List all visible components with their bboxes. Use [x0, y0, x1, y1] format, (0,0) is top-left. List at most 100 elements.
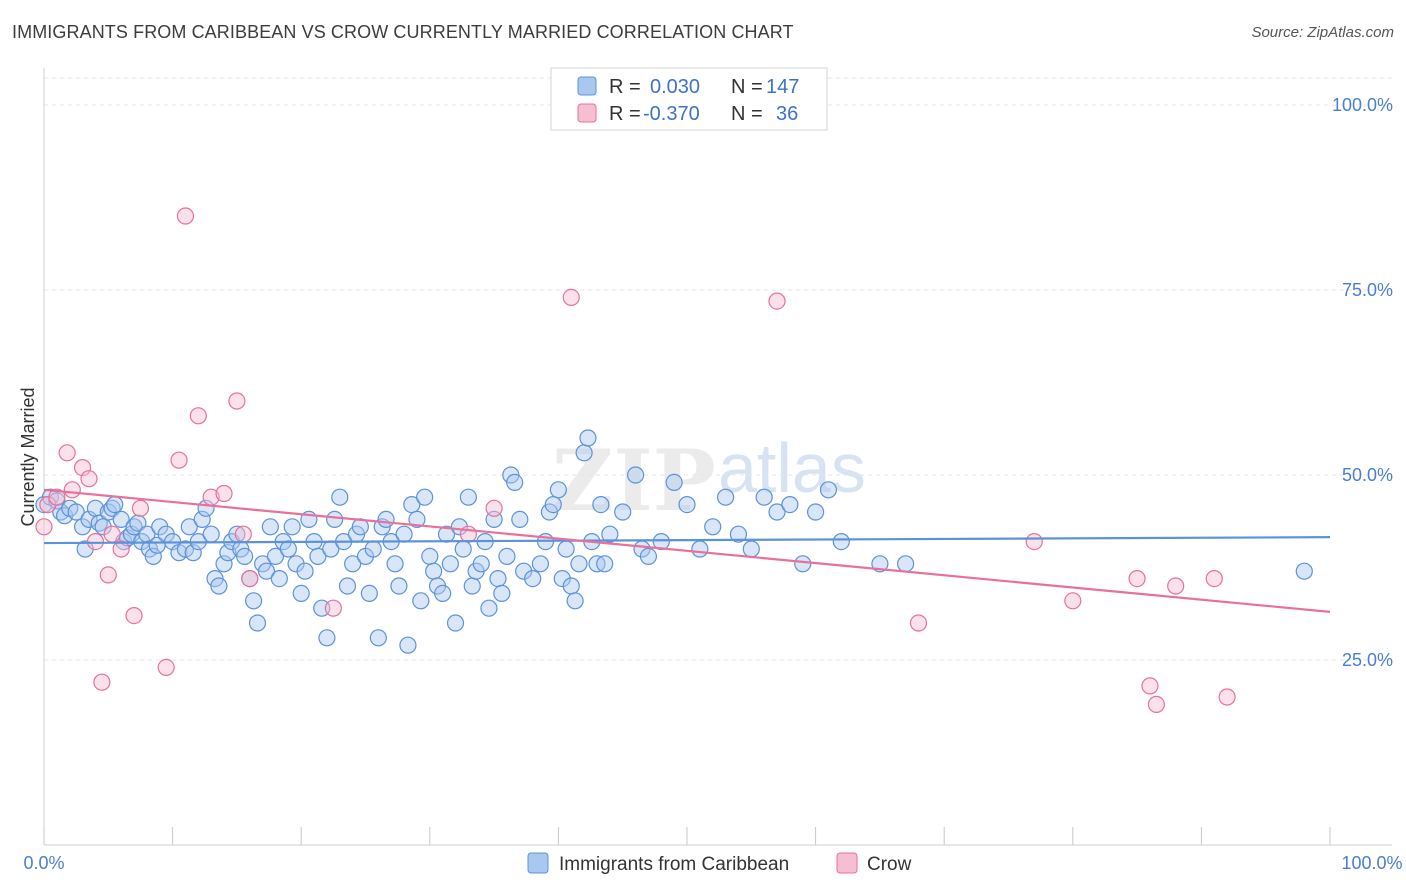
caribbean-point-33 [184, 544, 202, 562]
y-tick-label-100: 100.0% [1332, 95, 1393, 115]
caribbean-point-104 [489, 569, 507, 588]
crow-point-29 [1025, 532, 1043, 551]
caribbean-point-109 [511, 510, 529, 529]
caribbean-point-141 [755, 488, 773, 506]
crow-point-34 [1167, 577, 1185, 595]
caribbean-point-89 [425, 562, 443, 580]
caribbean-point-100 [472, 555, 490, 573]
caribbean-point-51 [261, 518, 279, 536]
caribbean-point-15 [106, 496, 124, 514]
caribbean-point-140 [742, 540, 760, 558]
caribbean-point-118 [557, 540, 575, 558]
stats-r-value-caribbean: 0.030 [650, 76, 700, 98]
crow-point-8 [93, 673, 111, 691]
legend-label-caribbean: Immigrants from Caribbean [559, 854, 789, 875]
stats-n-value-crow: 36 [776, 103, 798, 125]
caribbean-point-69 [338, 577, 357, 595]
caribbean-point-105 [493, 584, 511, 603]
stats-swatch-crow [577, 103, 597, 123]
caribbean-point-47 [245, 592, 263, 610]
caribbean-point-45 [236, 547, 254, 566]
caribbean-point-133 [652, 532, 670, 551]
crow-point-35 [1205, 569, 1223, 588]
caribbean-point-98 [463, 577, 481, 595]
caribbean-point-67 [331, 488, 349, 506]
y-tick-labels: 25.0% 50.0% 75.0% 100.0% [1332, 95, 1393, 670]
caribbean-point-146 [819, 481, 838, 499]
x-tick-label-min: 0.0% [23, 853, 64, 873]
crow-point-4 [63, 481, 81, 499]
crow-point-16 [176, 207, 195, 225]
caribbean-point-102 [480, 599, 498, 617]
caribbean-point-137 [704, 518, 722, 536]
x-tick-label-max: 100.0% [1341, 853, 1402, 873]
caribbean-point-129 [614, 503, 632, 521]
crow-point-26 [562, 288, 580, 306]
caribbean-point-132 [639, 547, 658, 566]
crow-point-2 [48, 488, 66, 506]
crow-point-30 [1064, 592, 1082, 610]
caribbean-point-91 [434, 584, 452, 603]
caribbean-point-59 [296, 562, 314, 580]
stats-n-label-1: N = [731, 76, 763, 98]
caribbean-point-138 [716, 488, 735, 506]
caribbean-point-119 [562, 577, 580, 595]
caribbean-point-135 [678, 496, 696, 514]
caribbean-point-147 [832, 532, 850, 551]
crow-point-13 [131, 499, 150, 517]
crow-point-33 [1147, 695, 1165, 714]
chart-source: Source: ZipAtlas.com [1251, 24, 1394, 41]
caribbean-point-25 [144, 547, 162, 566]
crow-point-31 [1128, 569, 1146, 588]
caribbean-trend-line [43, 536, 1331, 545]
stats-n-value-caribbean: 147 [766, 76, 799, 98]
caribbean-point-142 [768, 503, 786, 521]
caribbean-point-55 [279, 540, 297, 558]
legend-swatch-caribbean [527, 852, 549, 874]
legend-label-crow: Crow [867, 854, 912, 875]
stats-r-label-1: R = [609, 76, 641, 98]
y-tick-label-75: 75.0% [1342, 280, 1393, 300]
caribbean-point-130 [626, 466, 645, 484]
caribbean-point-127 [596, 555, 614, 573]
caribbean-point-21 [129, 514, 147, 532]
caribbean-point-149 [897, 555, 915, 573]
chart-title: IMMIGRANTS FROM CARIBBEAN VS CROW CURREN… [12, 22, 794, 42]
crow-point-3 [58, 444, 76, 462]
caribbean-point-97 [459, 488, 477, 506]
watermark-atlas: atlas [718, 429, 866, 507]
crow-point-27 [768, 292, 786, 310]
crow-point-6 [80, 470, 98, 488]
y-tick-label-25: 25.0% [1342, 650, 1393, 670]
caribbean-point-48 [248, 614, 267, 632]
caribbean-point-134 [665, 473, 683, 491]
caribbean-point-145 [806, 503, 825, 521]
caribbean-point-56 [283, 518, 301, 536]
caribbean-point-87 [416, 488, 434, 506]
stats-n-label-2: N = [731, 103, 763, 125]
caribbean-point-88 [421, 547, 439, 566]
crow-point-7 [86, 532, 105, 551]
crow-point-20 [228, 392, 246, 410]
caribbean-point-81 [390, 577, 408, 595]
caribbean-point-80 [386, 555, 404, 573]
legend-swatch-crow [836, 852, 858, 874]
crow-trend-line [43, 488, 1331, 613]
caribbean-point-35 [193, 510, 211, 529]
stats-r-label-2: R = [609, 103, 641, 125]
caribbean-point-143 [781, 496, 799, 514]
crow-point-15 [170, 451, 188, 469]
caribbean-point-139 [729, 525, 748, 543]
caribbean-point-128 [601, 525, 619, 543]
crow-point-36 [1218, 688, 1236, 706]
caribbean-point-32 [180, 518, 198, 536]
caribbean-point-70 [344, 555, 362, 573]
crow-point-19 [215, 484, 233, 503]
crow-point-11 [112, 540, 130, 558]
series-caribbean-points [35, 429, 1313, 654]
watermark-zip: ZIP [552, 431, 716, 530]
caribbean-point-37 [202, 525, 220, 543]
caribbean-point-144 [794, 555, 812, 573]
y-tick-label-50: 50.0% [1342, 465, 1393, 485]
